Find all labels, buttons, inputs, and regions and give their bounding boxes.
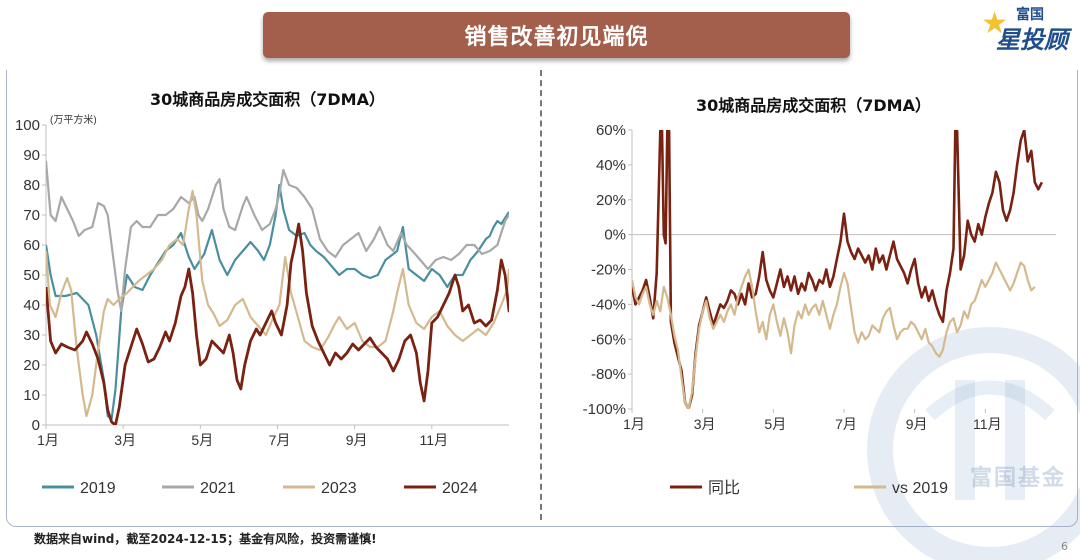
y-tick-label: 100	[15, 117, 40, 134]
watermark-coin-icon	[867, 327, 1080, 560]
x-tick-label: 1月	[37, 432, 59, 448]
series-line-2024	[46, 222, 509, 425]
chart-right: -100% -80% -60% -40% -20% 0% 20% 40% 60% 1月 3月 5月 7月…	[583, 122, 1056, 497]
y-tick-label: -40%	[591, 296, 626, 313]
legend-label: 2019	[80, 480, 116, 497]
footer-note: 数据来自wind，截至2024-12-15；基金有风险，投资需谨慎!	[34, 532, 377, 546]
series-line-2021	[46, 160, 509, 313]
y-tick-label: 40	[23, 297, 40, 314]
y-tick-label: -60%	[591, 331, 626, 348]
y-tick-label: 90	[23, 147, 40, 164]
y-tick-label: 0%	[604, 227, 626, 244]
x-tick-label: 1月	[623, 416, 645, 432]
x-tick-label: 7月	[269, 432, 291, 448]
x-tick-label: 7月	[835, 416, 857, 432]
y-tick-label: 0	[32, 417, 40, 434]
brand-logo: ★ 富国 星投顾	[974, 4, 1074, 54]
legend-label: 2023	[321, 480, 357, 497]
star-icon: ★	[981, 6, 1008, 41]
series-line-vs-2019	[632, 261, 1036, 409]
y-tick-label: 10	[23, 387, 40, 404]
x-tick-label: 11月	[420, 432, 449, 448]
y-tick-label: 60	[23, 237, 40, 254]
x-tick-label: 5月	[191, 432, 213, 448]
x-tick-label: 3月	[694, 416, 716, 432]
y-tick-label: -80%	[591, 366, 626, 383]
legend-label: 2024	[442, 480, 478, 497]
y-tick-label: 40%	[596, 157, 626, 174]
panel-divider	[540, 70, 542, 520]
chart1-title: 30城商品房成交面积（7DMA）	[150, 90, 385, 109]
content-frame	[6, 70, 1078, 527]
x-tick-label: 5月	[764, 416, 786, 432]
y-tick-label: 30	[23, 327, 40, 344]
logo-top-text: 富国	[1016, 7, 1044, 23]
header-title: 销售改善初见端倪	[464, 25, 649, 50]
y-axis-unit: (万平方米)	[50, 113, 97, 126]
chart2-title: 30城商品房成交面积（7DMA）	[696, 96, 931, 115]
x-tick-label: 3月	[114, 432, 136, 448]
legend-label: vs 2019	[892, 480, 948, 497]
y-tick-label: -100%	[583, 401, 626, 418]
legend-label: 2021	[200, 480, 236, 497]
legend-label: 同比	[708, 479, 740, 497]
y-tick-label: 50	[23, 267, 40, 284]
y-tick-label: 60%	[596, 122, 626, 139]
x-tick-label: 11月	[973, 416, 1002, 432]
watermark-text: 富国基金	[970, 466, 1067, 491]
series-line-2019	[46, 183, 509, 421]
y-tick-label: 80	[23, 177, 40, 194]
y-tick-label: 20	[23, 357, 40, 374]
header-title-bar: 销售改善初见端倪	[263, 12, 850, 58]
y-tick-label: -20%	[591, 262, 626, 279]
y-tick-label: 20%	[596, 192, 626, 209]
logo-main-text: 星投顾	[996, 26, 1068, 54]
x-tick-label: 9月	[906, 416, 928, 432]
y-tick-label: 70	[23, 207, 40, 224]
x-tick-label: 9月	[346, 432, 368, 448]
page-number: 6	[1061, 540, 1068, 553]
chart-left: 0 10 20 30 40 50 60 70 80 90 100 1月 3月 5月 7月 9月 11月 (万平方米…	[15, 113, 509, 497]
